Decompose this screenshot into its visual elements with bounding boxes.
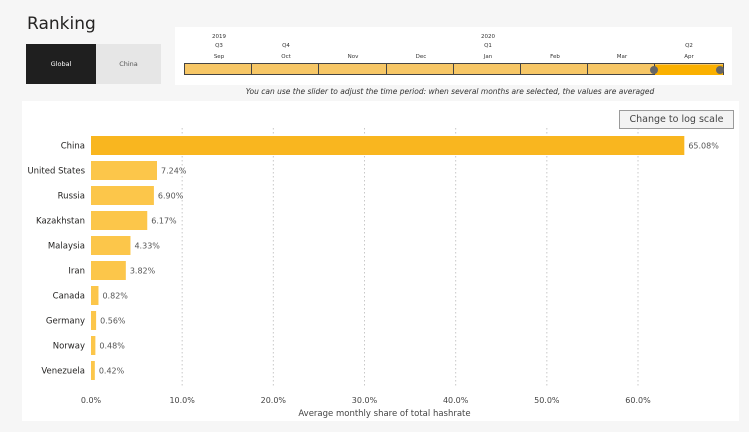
bar [91,286,99,305]
y-tick-label: Venezuela [41,367,85,377]
time-slider-panel: 2019 2020 Q3 Q4 Q1 Q2 Sep Oct Nov Dec Ja… [175,27,732,85]
y-tick-label: China [61,142,85,152]
page-title: Ranking [27,14,96,34]
global-filter-button[interactable]: Global [26,44,96,84]
bar [91,211,148,230]
x-tick-label: 60.0% [625,396,651,405]
slider-start-handle[interactable] [650,66,658,74]
bar [91,311,97,330]
slider-hint-text: You can use the slider to adjust the tim… [245,87,655,96]
slider-quarter-label: Q4 [282,43,290,49]
log-scale-button[interactable]: Change to log scale [619,110,734,129]
y-tick-label: Norway [53,342,85,352]
bar [91,186,154,205]
slider-month-segment[interactable] [454,64,521,74]
slider-year-label: 2019 [212,34,226,40]
slider-month-label: Apr [684,54,694,60]
x-tick-label: 40.0% [443,396,469,405]
y-tick-label: Kazakhstan [36,217,85,227]
slider-month-label: Sep [213,54,225,60]
data-label: 0.48% [99,342,125,351]
y-tick-label: United States [27,167,85,177]
slider-year-label: 2020 [481,34,495,40]
slider-month-label: Jan [483,54,493,60]
x-tick-label: 50.0% [534,396,560,405]
y-tick-label: Malaysia [48,242,85,252]
data-label: 7.24% [161,167,187,176]
china-filter-button[interactable]: China [96,44,161,84]
data-label: 65.08% [688,142,719,151]
slider-quarter-label: Q3 [215,43,223,49]
slider-month-label: Oct [281,54,291,60]
data-label: 3.82% [130,267,156,276]
data-label: 0.42% [99,367,125,376]
slider-month-segment[interactable] [319,64,387,74]
y-tick-label: Germany [46,317,85,327]
data-label: 4.33% [134,242,160,251]
bar [91,336,96,355]
bar [91,361,95,380]
slider-month-label: Feb [550,54,560,60]
bar [91,236,131,255]
y-tick-label: Iran [68,267,85,277]
x-axis-title: Average monthly share of total hashrate [298,409,470,419]
slider-quarter-label: Q1 [484,43,492,49]
x-tick-label: 10.0% [169,396,195,405]
slider-selected-range[interactable] [655,65,723,75]
slider-month-label: Nov [347,54,359,60]
slider-month-segment[interactable] [521,64,588,74]
x-tick-label: 30.0% [352,396,378,405]
time-slider-track[interactable] [184,63,724,75]
x-tick-label: 20.0% [261,396,287,405]
y-tick-label: Canada [53,292,85,302]
slider-end-handle[interactable] [716,66,724,74]
slider-month-segment[interactable] [185,64,252,74]
bar [91,136,685,155]
data-label: 0.56% [100,317,126,326]
slider-month-segment[interactable] [387,64,454,74]
bar [91,261,126,280]
data-label: 0.82% [102,292,128,301]
x-tick-label: 0.0% [81,396,102,405]
slider-month-label: Dec [415,54,427,60]
data-label: 6.17% [151,217,177,226]
slider-month-segment[interactable] [252,64,319,74]
y-tick-label: Russia [58,192,85,202]
bar [91,161,158,180]
slider-month-label: Mar [616,54,628,60]
slider-quarter-label: Q2 [685,43,693,49]
data-label: 6.90% [158,192,184,201]
